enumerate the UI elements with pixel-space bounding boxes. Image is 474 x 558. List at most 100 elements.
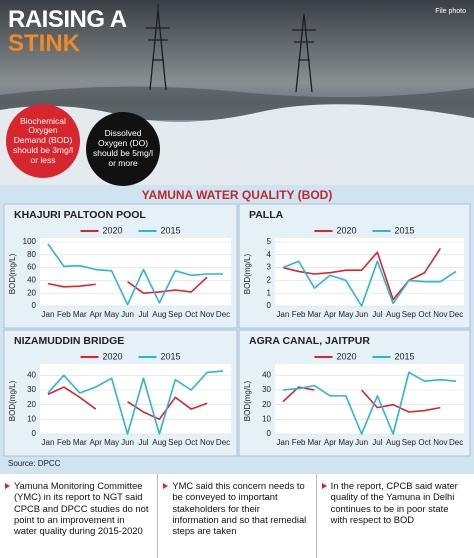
- title-line2: STINK: [8, 30, 80, 57]
- legend-label: 2015: [395, 225, 415, 235]
- x-tick-label: Apr: [324, 310, 337, 319]
- y-tick-label: 5: [267, 237, 272, 246]
- photo-pylons: [146, 4, 316, 93]
- x-tick-label: Jan: [276, 310, 289, 319]
- legend-label: 2015: [395, 351, 415, 361]
- y-tick-label: 10: [262, 414, 271, 423]
- x-tick-label: Oct: [418, 310, 431, 319]
- x-tick-label: Aug: [152, 310, 166, 319]
- x-tick-label: Jun: [355, 310, 368, 319]
- data-line: [282, 260, 457, 307]
- data-line: [47, 370, 224, 435]
- x-tick-label: Oct: [185, 310, 198, 319]
- y-tick-label: 0: [267, 429, 272, 438]
- legend-label: 2020: [103, 225, 123, 235]
- x-tick-label: Apr: [89, 310, 102, 319]
- x-tick-label: May: [104, 310, 119, 319]
- x-tick-label: May: [338, 438, 353, 447]
- x-tick-label: Feb: [57, 310, 71, 319]
- legend-label: 2020: [337, 225, 357, 235]
- x-tick-label: Jan: [276, 438, 289, 447]
- source: Source: DPCC: [8, 459, 61, 468]
- y-tick-label: 60: [27, 263, 36, 272]
- x-tick-label: Apr: [89, 438, 102, 447]
- y-tick-label: 3: [267, 263, 272, 272]
- legend-label: 2015: [161, 351, 181, 361]
- x-tick-label: Dec: [449, 438, 463, 447]
- legend-label: 2020: [337, 351, 357, 361]
- y-tick-label: 80: [27, 250, 36, 259]
- x-tick-label: Nov: [200, 310, 214, 319]
- x-tick-label: Dec: [449, 310, 463, 319]
- x-tick-label: Dec: [216, 310, 230, 319]
- y-tick-label: 100: [23, 237, 37, 246]
- y-tick-label: 2: [267, 276, 272, 285]
- y-tick-label: 30: [262, 385, 271, 394]
- data-line: [282, 371, 457, 435]
- callout-do: Dissolved Oxygen (DO) should be 5mg/l or…: [86, 112, 160, 186]
- data-line: [282, 247, 442, 301]
- legend-label: 2015: [161, 225, 181, 235]
- x-tick-label: Aug: [386, 310, 400, 319]
- data-line: [47, 243, 224, 306]
- x-tick-label: Feb: [292, 438, 306, 447]
- x-tick-label: May: [104, 438, 119, 447]
- chart-title: NIZAMUDDIN BRIDGE: [14, 335, 124, 347]
- chart-title: KHAJURI PALTOON POOL: [14, 209, 146, 221]
- x-tick-label: Oct: [185, 438, 198, 447]
- x-tick-label: Sep: [168, 310, 183, 319]
- y-tick-label: 1: [267, 288, 272, 297]
- x-tick-label: Nov: [433, 438, 447, 447]
- x-tick-label: Apr: [324, 438, 337, 447]
- y-tick-label: 20: [262, 400, 271, 409]
- note: YMC said this concern needs to be convey…: [158, 474, 317, 558]
- x-tick-label: Jan: [42, 438, 55, 447]
- x-tick-label: Aug: [152, 438, 166, 447]
- plot-area: [40, 364, 231, 434]
- chart-title: PALLA: [249, 209, 284, 221]
- x-tick-label: Nov: [200, 438, 214, 447]
- y-axis-label: BOD(mg/L): [243, 253, 252, 294]
- x-tick-label: Sep: [168, 438, 183, 447]
- x-tick-label: Jun: [121, 438, 134, 447]
- y-tick-label: 0: [32, 429, 37, 438]
- y-tick-label: 30: [27, 385, 36, 394]
- x-tick-label: Jun: [121, 310, 134, 319]
- plot-area: [40, 238, 231, 306]
- y-tick-label: 20: [27, 288, 36, 297]
- photo-credit: File photo: [435, 8, 466, 15]
- x-tick-label: Aug: [386, 438, 400, 447]
- x-tick-label: Feb: [292, 310, 306, 319]
- x-tick-label: Jul: [138, 438, 148, 447]
- y-axis-label: BOD(mg/L): [243, 380, 252, 421]
- x-tick-label: Jul: [372, 310, 382, 319]
- callout-bod: Biochemical Oxygen Demand (BOD) should b…: [6, 104, 80, 178]
- x-tick-label: Mar: [307, 310, 321, 319]
- y-tick-label: 40: [27, 370, 36, 379]
- y-tick-label: 0: [32, 301, 37, 310]
- y-axis-label: BOD(mg/L): [8, 253, 17, 294]
- x-tick-label: Dec: [216, 438, 230, 447]
- note: Yamuna Monitoring Committee (YMC) in its…: [0, 474, 159, 558]
- y-tick-label: 40: [27, 276, 36, 285]
- chart-title: AGRA CANAL, JAITPUR: [249, 335, 370, 347]
- x-tick-label: Mar: [307, 438, 321, 447]
- data-line: [282, 386, 441, 413]
- y-tick-label: 0: [267, 301, 272, 310]
- x-tick-label: Sep: [402, 310, 417, 319]
- note: In the report, CPCB said water quality o…: [317, 474, 474, 558]
- x-tick-label: Sep: [402, 438, 417, 447]
- y-tick-label: 10: [27, 414, 36, 423]
- x-tick-label: Jan: [42, 310, 55, 319]
- legend-label: 2020: [103, 351, 123, 361]
- data-line: [47, 276, 208, 294]
- y-axis-label: BOD(mg/L): [8, 380, 17, 421]
- y-tick-label: 40: [262, 370, 271, 379]
- x-tick-label: Jul: [372, 438, 382, 447]
- x-tick-label: Oct: [418, 438, 431, 447]
- x-tick-label: Mar: [73, 310, 87, 319]
- x-tick-label: Jul: [138, 310, 148, 319]
- x-tick-label: May: [338, 310, 353, 319]
- x-tick-label: Nov: [433, 310, 447, 319]
